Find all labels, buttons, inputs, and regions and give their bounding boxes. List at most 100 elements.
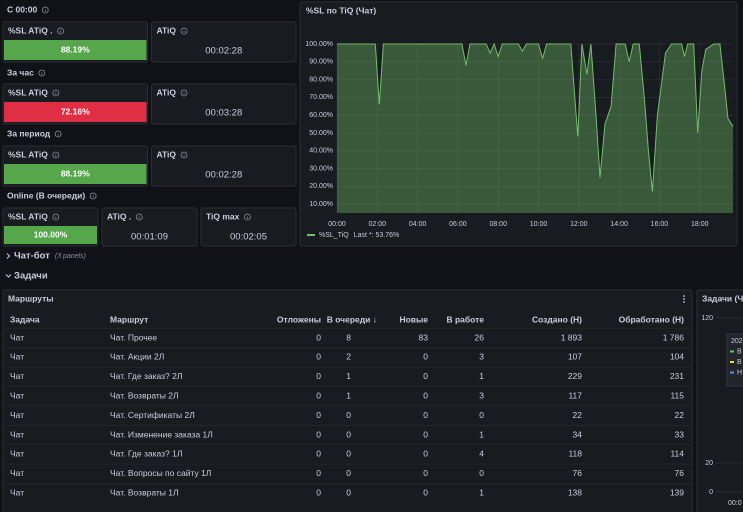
table-cell: 0 [346, 410, 351, 420]
side-legend-swatch [730, 361, 734, 363]
side-legend-swatch [730, 350, 734, 353]
table-cell: 0 [316, 371, 321, 381]
table-cell: 0 [346, 468, 351, 478]
table-cell: Чат [10, 332, 24, 342]
menu-dot[interactable] [683, 301, 685, 303]
side-legend-label: В [737, 348, 742, 355]
info-icon[interactable] [52, 151, 60, 159]
info-icon[interactable] [180, 27, 188, 35]
table-panel [2, 289, 693, 512]
table-cell: 0 [316, 352, 321, 362]
y-tick-label: 40.00% [309, 148, 333, 155]
info-icon[interactable] [38, 69, 46, 77]
table-cell: 76 [573, 468, 583, 478]
table-cell: 0 [479, 410, 484, 420]
group-title: Online (В очереди) [7, 190, 85, 200]
menu-dot[interactable] [683, 298, 685, 300]
table-cell: 0 [316, 449, 321, 459]
table-cell: 0 [346, 449, 351, 459]
table-cell: 1 893 [561, 332, 583, 342]
table-title: Маршруты [8, 293, 54, 303]
row-note: (3 panels) [55, 253, 86, 260]
side-y-tick-label: 20 [705, 460, 713, 467]
column-header[interactable]: Обработано (Н) [619, 314, 685, 324]
table-cell: 0 [316, 487, 321, 497]
column-header[interactable]: В работе [446, 314, 484, 324]
legend-swatch [307, 234, 315, 236]
group-title: С 00:00 [7, 4, 38, 14]
stat-bar [4, 40, 147, 60]
column-header[interactable]: Задача [10, 314, 40, 324]
stat-title: %SL ATiQ [8, 87, 48, 97]
table-cell: 0 [316, 468, 321, 478]
side-legend-label: Н [737, 369, 742, 376]
x-tick-label: 12:00 [570, 221, 588, 228]
side-title: Задачи (Ча [702, 293, 743, 303]
info-icon[interactable] [180, 89, 188, 97]
column-header[interactable]: Новые [399, 314, 428, 324]
group-title: За час [7, 67, 34, 77]
column-header[interactable]: Создано (Н) [532, 314, 582, 324]
table-cell: 1 [479, 371, 484, 381]
column-header[interactable]: В очереди ↓ [327, 314, 377, 324]
table-cell: 0 [423, 352, 428, 362]
legend-stat: Last *: 53.76% [354, 232, 400, 239]
x-tick-label: 02:00 [369, 221, 387, 228]
table-cell: 0 [479, 468, 484, 478]
table-cell: Чат [10, 429, 24, 439]
stat-value: 00:01:09 [131, 232, 168, 243]
table-cell: 0 [423, 390, 428, 400]
info-icon[interactable] [52, 213, 60, 221]
stat-bar [4, 164, 147, 184]
info-icon[interactable] [135, 213, 143, 221]
side-panel [696, 289, 743, 512]
table-cell: 107 [568, 352, 582, 362]
table-cell: 26 [475, 332, 485, 342]
table-cell: Чат. Сертификаты 2Л [110, 410, 195, 420]
stat-value: 88.19% [61, 44, 90, 54]
table-cell: Чат. Вопросы по сайту 1Л [110, 468, 211, 478]
info-icon[interactable] [52, 89, 60, 97]
table-cell: 0 [316, 332, 321, 342]
column-header[interactable]: Маршрут [110, 314, 148, 324]
info-icon[interactable] [243, 213, 251, 221]
table-cell: 0 [423, 371, 428, 381]
chart-title: %SL по TiQ (Чат) [306, 5, 376, 15]
row-title[interactable]: Задачи [14, 271, 48, 282]
info-icon[interactable] [54, 130, 62, 138]
table-cell: Чат. Прочее [110, 332, 157, 342]
side-y-tick-label: 0 [709, 489, 713, 496]
x-tick-label: 10:00 [530, 221, 548, 228]
table-cell: Чат [10, 352, 24, 362]
stat-title: %SL ATiQ . [8, 25, 53, 35]
table-cell: 0 [423, 429, 428, 439]
info-icon[interactable] [57, 27, 64, 35]
chevron-down[interactable] [5, 274, 12, 278]
side-legend-label: 202 [731, 338, 743, 345]
table-cell: 229 [568, 371, 582, 381]
table-cell: 139 [670, 487, 684, 497]
table-cell: 0 [423, 449, 428, 459]
info-icon[interactable] [180, 151, 188, 159]
chart-panel [299, 1, 738, 247]
table-cell: 115 [670, 390, 684, 400]
column-header[interactable]: Отложены [277, 314, 321, 324]
menu-dot[interactable] [683, 295, 685, 297]
stat-value: 100.00% [34, 229, 68, 239]
row-title[interactable]: Чат-бот [14, 251, 50, 262]
legend-label[interactable]: %SL_TiQ [319, 232, 349, 239]
y-tick-label: 80.00% [309, 76, 333, 83]
y-tick-label: 10.00% [309, 201, 333, 208]
table-cell: 0 [346, 487, 351, 497]
table-cell: 118 [568, 449, 582, 459]
stat-value: 00:02:28 [205, 170, 242, 181]
info-icon[interactable] [89, 192, 97, 200]
chevron-right[interactable] [6, 253, 11, 259]
table-cell: 1 [346, 390, 351, 400]
table-cell: 0 [423, 410, 428, 420]
table-cell: 117 [568, 390, 582, 400]
table-cell: 76 [675, 468, 685, 478]
info-icon[interactable] [41, 6, 49, 14]
y-tick-label: 60.00% [309, 112, 333, 119]
